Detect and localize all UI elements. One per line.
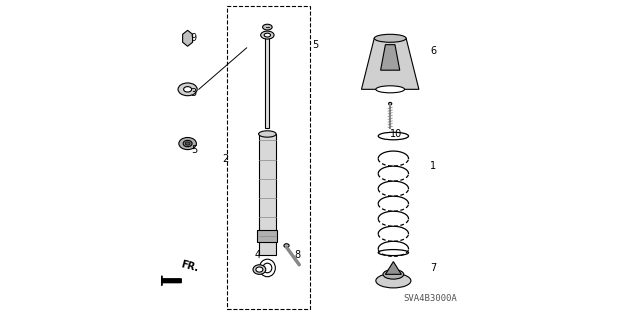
Ellipse shape [178,83,197,96]
Ellipse shape [383,270,404,279]
Text: 1: 1 [430,161,436,171]
Ellipse shape [376,273,411,288]
Ellipse shape [256,267,263,272]
Ellipse shape [284,244,289,248]
Polygon shape [381,45,400,70]
Text: 3: 3 [191,87,197,98]
Ellipse shape [263,263,272,273]
Ellipse shape [183,140,192,147]
Polygon shape [182,30,193,46]
Text: 8: 8 [294,250,301,260]
Text: 5: 5 [312,40,318,50]
FancyArrow shape [156,276,181,286]
Text: 5: 5 [191,145,197,155]
Text: 10: 10 [390,129,403,139]
Bar [227,6,310,309]
Ellipse shape [259,131,276,137]
Bar [266,38,269,128]
Ellipse shape [186,36,190,41]
Ellipse shape [374,34,406,42]
Ellipse shape [262,24,272,30]
Text: 9: 9 [191,33,197,43]
Polygon shape [362,38,419,89]
Bar [257,230,277,242]
Ellipse shape [253,265,266,274]
Ellipse shape [376,86,404,93]
Text: 4: 4 [255,250,260,260]
Ellipse shape [259,259,275,277]
Ellipse shape [264,33,271,37]
Polygon shape [385,262,401,274]
Ellipse shape [260,31,274,39]
Ellipse shape [185,142,190,145]
Text: SVA4B3000A: SVA4B3000A [403,294,457,303]
Ellipse shape [184,87,191,92]
Bar [259,134,276,255]
Text: 2: 2 [223,154,229,165]
Text: 6: 6 [430,46,436,56]
Ellipse shape [388,102,392,105]
Text: 7: 7 [430,263,436,273]
Ellipse shape [179,137,196,150]
Text: FR.: FR. [180,259,200,274]
